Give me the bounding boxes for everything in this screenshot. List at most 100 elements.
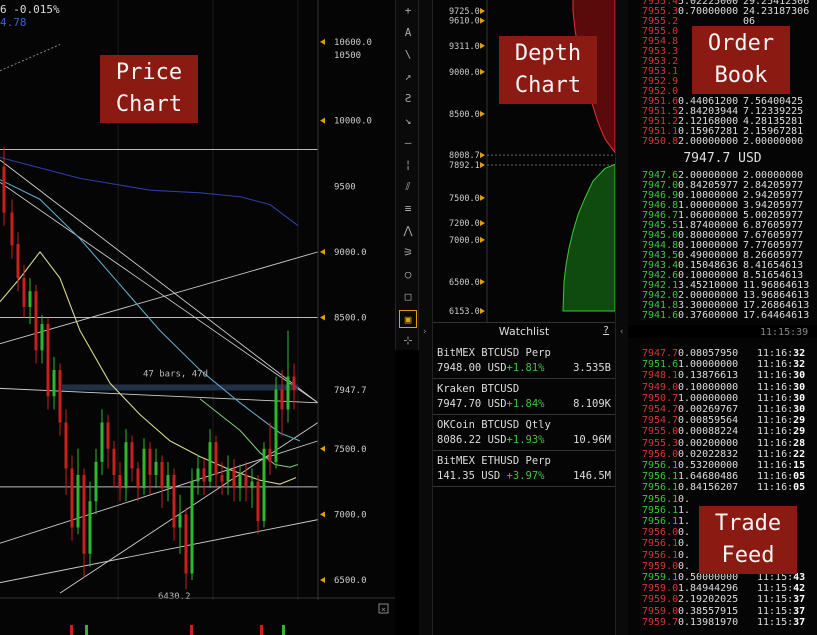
order-book-bid-row[interactable]: 7941.8 3.30000000 17.26864613	[628, 301, 817, 311]
order-book-bid-row[interactable]: 7947.0 0.84205977 2.84205977	[628, 181, 817, 191]
bid-total: 11.96864613	[743, 280, 810, 291]
order-book-ask-row[interactable]: 7951.1 0.15967281 2.15967281	[628, 127, 817, 137]
trade-row: 7959.0 2.19202025 11:15:37	[628, 595, 817, 605]
trendline[interactable]	[0, 181, 319, 404]
order-book-bid-row[interactable]: 7945.5 1.87400000 6.87605977	[628, 221, 817, 231]
order-book-bid-row[interactable]: 7946.8 1.00000000 3.94205977	[628, 201, 817, 211]
depth-axis-label: 7000.0	[449, 236, 480, 246]
order-book-bid-row[interactable]: 7942.0 2.00000000 13.96864613	[628, 291, 817, 301]
volume-close-icon[interactable]	[378, 603, 389, 614]
trade-size: 0.13981970	[678, 616, 739, 628]
text-icon[interactable]: A	[404, 26, 412, 39]
measure-box[interactable]	[62, 384, 298, 391]
pitchfork-icon[interactable]: ⋀	[403, 224, 413, 237]
bid-total: 17.64464613	[743, 310, 810, 321]
order-book-bid-row[interactable]: 7947.6 2.00000000 2.00000000	[628, 171, 817, 181]
overlay-line: Book	[714, 63, 768, 88]
watchlist-item[interactable]: BitMEX BTCUSD Perp 7948.00 USD+1.81% 3.535…	[433, 343, 615, 379]
price-chart-canvas[interactable]: 47 bars, 47d 6430.2 10600.0 10500 10000.0 950…	[0, 0, 395, 635]
watchlist-price: 141.35 USD +3.97%	[437, 470, 544, 482]
bid-price: 7944.8	[642, 240, 679, 251]
ask-price: 7954.8	[642, 36, 679, 47]
ask-size: 0.44061200	[678, 96, 739, 107]
order-book-bid-row[interactable]: 7945.0 0.80000000 7.67605977	[628, 231, 817, 241]
trade-size: 0.	[678, 560, 691, 572]
watchlist-help-button[interactable]: ?	[602, 325, 609, 336]
order-book-bid-row[interactable]: 7944.8 0.10000000 7.77605977	[628, 241, 817, 251]
candle-body	[202, 468, 206, 482]
vline-icon[interactable]: ¦	[404, 158, 412, 171]
trendline[interactable]	[59, 422, 319, 594]
bid-size: 0.84205977	[678, 180, 739, 191]
axis-marker-icon	[320, 577, 325, 583]
trade-price: 7959.0	[642, 583, 679, 595]
bid-price: 7946.7	[642, 210, 679, 221]
trendline[interactable]	[0, 251, 319, 345]
channel-icon[interactable]: ≡	[404, 202, 412, 215]
trade-price: 7951.6	[642, 359, 679, 371]
measure-icon[interactable]: ▣	[399, 310, 417, 328]
collapse-arrow-icon[interactable]: ›	[422, 327, 428, 337]
order-book-bid-row[interactable]: 7943.5 0.49000000 8.26605977	[628, 251, 817, 261]
order-book-ask-row[interactable]: 7955.3 0.70000000 24.23187306	[628, 7, 817, 17]
candle-body	[136, 468, 140, 489]
depth-chart-panel[interactable]: 9725.0 9610.0 9311.0 9000.0 8500.0 8008.7 7892…	[433, 0, 615, 322]
low-price-label: 6430.2	[158, 592, 191, 602]
trade-time-seconds: 30	[793, 392, 806, 404]
crosshair-icon[interactable]: ⊹	[403, 334, 413, 347]
depth-marker-icon	[480, 278, 485, 285]
depth-axis-label: 7500.0	[449, 194, 480, 204]
depth-marker-icon	[480, 161, 485, 168]
order-book-ask-row[interactable]: 7955.2 06	[628, 17, 817, 27]
trendline[interactable]	[0, 159, 319, 404]
collapse-arrow-icon[interactable]: ‹	[619, 327, 625, 337]
bid-depth-area	[562, 163, 615, 312]
moving-average-line	[199, 398, 299, 468]
rectangle-icon[interactable]: □	[404, 290, 412, 303]
order-book-bid-row[interactable]: 7946.7 1.06000000 5.00205977	[628, 211, 817, 221]
candle-body	[190, 481, 194, 574]
arrow-icon[interactable]: ↗	[404, 70, 412, 83]
watchlist-item[interactable]: Kraken BTCUSD 7947.70 USD+1.84% 8.109K	[433, 379, 615, 415]
panel-divider-right[interactable]: ‹	[615, 0, 628, 635]
order-book-bid-row[interactable]: 7942.6 0.10000000 8.51654613	[628, 271, 817, 281]
order-book-bid-row[interactable]: 7943.4 0.15048636 8.41654613	[628, 261, 817, 271]
trade-size: 0.	[678, 527, 691, 539]
order-book-bid-row[interactable]: 7946.9 0.10000000 2.94205977	[628, 191, 817, 201]
bid-total: 8.41654613	[743, 260, 804, 271]
order-book-ask-row[interactable]: 7951.2 2.12168000 4.28135281	[628, 117, 817, 127]
watchlist-item[interactable]: OKCoin BTCUSD Qtly 8086.22 USD+1.93% 10.96…	[433, 415, 615, 451]
order-book-bid-row[interactable]: 7942.1 3.45210000 11.96864613	[628, 281, 817, 291]
trade-price: 7949.0	[642, 381, 679, 393]
watchlist-item[interactable]: BitMEX ETHUSD Perp 141.35 USD +3.97% 146.5…	[433, 451, 615, 487]
bid-price: 7942.0	[642, 290, 679, 301]
fan-icon[interactable]: ⚞	[403, 246, 413, 259]
overlay-order-book: Order Book	[692, 26, 790, 94]
ask-total: 2.00000000	[743, 136, 804, 147]
curve-icon[interactable]: Ƨ	[404, 92, 412, 105]
line-icon[interactable]: \	[404, 48, 412, 61]
circle-icon[interactable]: ○	[404, 268, 412, 281]
depth-axis-label: 9000.0	[449, 68, 480, 78]
depth-marker-icon	[480, 17, 485, 24]
order-book-ask-row[interactable]: 7951.6 0.44061200 7.56400425	[628, 97, 817, 107]
depth-marker-icon	[480, 220, 485, 227]
trade-row: 7959.1 0.50000000 11:15:43	[628, 573, 817, 583]
order-book-ask-row[interactable]: 7951.5 2.84203944 7.12339225	[628, 107, 817, 117]
order-book-ask-row[interactable]: 7955.4 5.02225000 29.25412306	[628, 0, 817, 7]
arrow-down-icon[interactable]: ↘	[404, 114, 412, 127]
trade-time: 11:16:28	[757, 437, 806, 449]
trendline[interactable]	[0, 519, 319, 584]
trade-size: 1.00000000	[678, 392, 739, 404]
candle-body	[184, 514, 188, 574]
order-book-ask-row[interactable]: 7950.8 2.00000000 2.00000000	[628, 137, 817, 147]
order-book-bid-row[interactable]: 7941.6 0.37600000 17.64464613	[628, 311, 817, 321]
hline-icon[interactable]: —	[404, 136, 412, 149]
panel-divider-left[interactable]: ›	[419, 0, 433, 635]
plus-icon[interactable]: +	[404, 4, 412, 17]
trade-time-seconds: 30	[793, 370, 806, 382]
overlay-line: Feed	[721, 543, 775, 568]
ask-total: 7.12339225	[743, 106, 804, 117]
watchlist-price-value: 7947.70 USD	[437, 398, 507, 410]
parallel-icon[interactable]: ⫽	[405, 180, 411, 193]
